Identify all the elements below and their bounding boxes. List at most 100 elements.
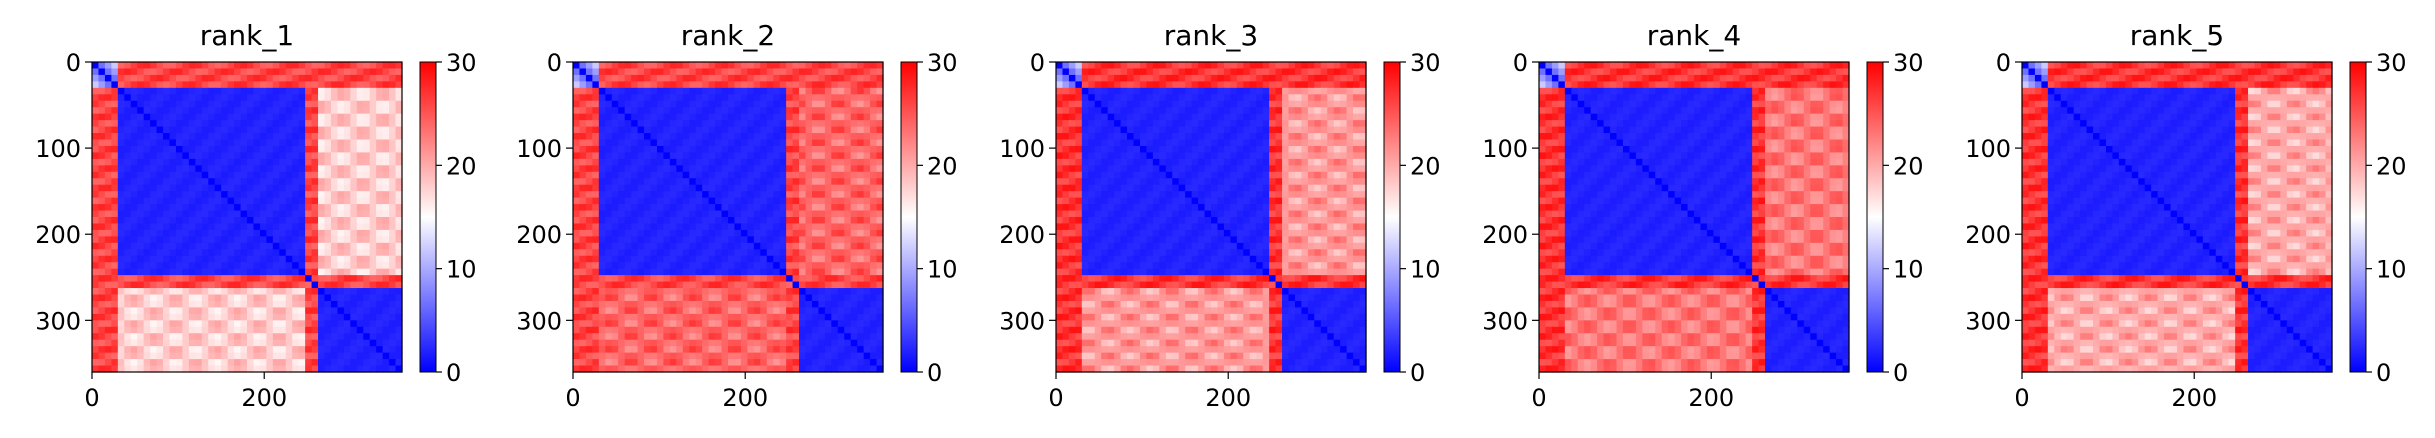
heatmap-cell xyxy=(382,100,390,108)
heatmap-cell xyxy=(747,236,755,244)
heatmap-cell xyxy=(721,197,729,205)
heatmap-cell xyxy=(156,107,164,115)
heatmap-cell xyxy=(682,68,690,76)
heatmap-cell xyxy=(1075,94,1083,102)
heatmap-cell xyxy=(831,346,839,354)
heatmap-cell xyxy=(702,87,710,95)
heatmap-cell xyxy=(240,145,248,154)
heatmap-cell xyxy=(689,223,697,231)
heatmap-cell xyxy=(298,171,306,179)
heatmap-cell xyxy=(259,281,267,289)
heatmap-cell xyxy=(98,249,106,257)
heatmap-cell xyxy=(1056,68,1064,76)
heatmap-cell xyxy=(605,352,613,360)
heatmap-cell xyxy=(637,294,645,302)
heatmap-cell xyxy=(792,62,800,70)
heatmap-cell xyxy=(221,339,229,347)
heatmap-cell xyxy=(124,74,132,82)
heatmap-cell xyxy=(857,359,865,367)
heatmap-cell xyxy=(311,178,319,186)
heatmap-cell xyxy=(831,359,839,367)
y-tick-label: 300 xyxy=(35,307,81,335)
heatmap-cell xyxy=(721,288,729,296)
heatmap-cell xyxy=(169,242,177,250)
heatmap-cell xyxy=(611,94,619,102)
heatmap-cell xyxy=(124,158,132,166)
heatmap-cell xyxy=(201,229,209,237)
heatmap-cell xyxy=(130,100,138,108)
heatmap-cell xyxy=(650,242,658,250)
heatmap-cell xyxy=(369,204,377,212)
heatmap-cell xyxy=(857,139,865,147)
heatmap-cell xyxy=(850,81,858,89)
heatmap-cell xyxy=(1307,100,1315,108)
heatmap-cell xyxy=(824,288,832,296)
heatmap-cell xyxy=(318,320,326,328)
heatmap-cell xyxy=(305,100,313,108)
heatmap-cell xyxy=(92,320,100,328)
heatmap-cell xyxy=(169,191,177,199)
heatmap-cell xyxy=(298,300,306,309)
heatmap-cell xyxy=(324,359,332,367)
heatmap-cell xyxy=(298,288,306,296)
heatmap-cell xyxy=(117,359,125,367)
heatmap-cell xyxy=(305,81,313,89)
heatmap-cell xyxy=(786,81,794,89)
heatmap-cell xyxy=(624,107,632,115)
heatmap-cell xyxy=(124,113,132,121)
heatmap-cells xyxy=(573,62,884,373)
heatmap-cell xyxy=(734,326,742,334)
heatmap-cell xyxy=(350,139,358,147)
heatmap-cell xyxy=(1172,87,1180,95)
heatmap-cell xyxy=(734,171,742,179)
heatmap-cell xyxy=(721,300,729,309)
heatmap-cell xyxy=(669,113,677,121)
heatmap-cell xyxy=(240,133,248,141)
heatmap-cell xyxy=(702,236,710,244)
heatmap-cell xyxy=(805,107,813,115)
heatmap-cell xyxy=(247,171,255,179)
heatmap-cell xyxy=(1204,62,1212,70)
heatmap-cell xyxy=(1165,81,1173,89)
heatmap-cell xyxy=(876,326,884,334)
heatmap-cell xyxy=(747,145,755,154)
heatmap-cell xyxy=(111,223,119,231)
heatmap-cell xyxy=(382,152,390,160)
heatmap-cell xyxy=(573,262,581,270)
heatmap-cell xyxy=(137,275,145,283)
heatmap-cell xyxy=(844,339,852,347)
heatmap-cell xyxy=(169,262,177,270)
heatmap-cell xyxy=(605,326,613,334)
heatmap-cell xyxy=(240,152,248,160)
heatmap-cell xyxy=(824,171,832,179)
heatmap-cell xyxy=(618,339,626,347)
heatmap-cell xyxy=(259,288,267,296)
heatmap-cell xyxy=(702,352,710,360)
heatmap-cell xyxy=(150,242,158,250)
heatmap-cell xyxy=(708,217,716,225)
heatmap-cell xyxy=(163,165,171,173)
colorbar-tick-label: 10 xyxy=(446,256,477,284)
heatmap-cell xyxy=(786,223,794,231)
heatmap-cell xyxy=(592,281,600,289)
heatmap-cell xyxy=(728,217,736,225)
heatmap-cell xyxy=(330,133,339,141)
heatmap-cell xyxy=(773,62,781,70)
heatmap-cell xyxy=(805,262,813,270)
heatmap-cell xyxy=(857,300,865,309)
heatmap-cell xyxy=(195,217,203,225)
heatmap-cell xyxy=(311,81,319,89)
heatmap-cell xyxy=(389,326,397,334)
heatmap-cell xyxy=(773,326,781,334)
heatmap-cell xyxy=(695,74,703,82)
heatmap-cell xyxy=(844,281,852,289)
heatmap-cell xyxy=(318,281,326,289)
heatmap-cell xyxy=(573,178,581,186)
heatmap-cell xyxy=(356,197,364,205)
heatmap-cell xyxy=(656,346,665,354)
heatmap-cell xyxy=(708,113,716,121)
heatmap-cell xyxy=(669,223,677,231)
heatmap-cell xyxy=(221,236,229,244)
heatmap-cell xyxy=(592,158,600,166)
heatmap-cell xyxy=(637,165,645,173)
